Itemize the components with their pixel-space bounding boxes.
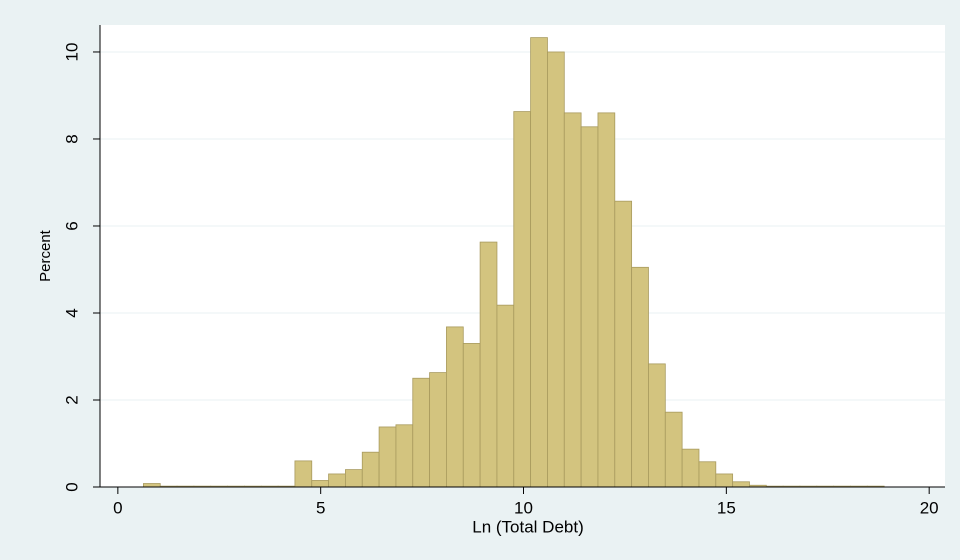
bar bbox=[547, 51, 565, 488]
y-tick-label: 0 bbox=[62, 482, 81, 491]
bar bbox=[429, 372, 447, 488]
bar bbox=[597, 112, 616, 488]
bar bbox=[143, 483, 161, 488]
bar bbox=[361, 451, 380, 488]
bar bbox=[732, 481, 750, 488]
x-tick-label: 5 bbox=[316, 498, 325, 517]
bar bbox=[681, 448, 700, 488]
bar bbox=[462, 343, 481, 488]
y-tick-label: 10 bbox=[62, 43, 81, 62]
bar bbox=[345, 469, 363, 488]
y-tick-label: 4 bbox=[62, 308, 81, 317]
bar bbox=[311, 480, 329, 488]
x-axis-label: Ln (Total Debt) bbox=[472, 517, 584, 536]
bar bbox=[648, 363, 666, 488]
bar bbox=[530, 37, 548, 488]
bar bbox=[631, 266, 649, 488]
x-tick-label: 15 bbox=[717, 498, 736, 517]
bar bbox=[513, 111, 532, 488]
bar bbox=[412, 377, 431, 488]
x-tick-label: 0 bbox=[113, 498, 122, 517]
bar bbox=[446, 326, 464, 488]
x-tick-label: 10 bbox=[514, 498, 533, 517]
y-axis-label: Percent bbox=[37, 229, 54, 282]
y-tick-label: 8 bbox=[62, 134, 81, 143]
bar bbox=[614, 200, 633, 488]
y-tick-label: 2 bbox=[62, 395, 81, 404]
bar bbox=[378, 426, 397, 488]
bar bbox=[563, 112, 582, 488]
x-tick-label: 20 bbox=[920, 498, 939, 517]
bar bbox=[715, 473, 734, 488]
bar bbox=[294, 460, 313, 488]
bar bbox=[664, 411, 683, 488]
bar bbox=[328, 473, 346, 488]
bar bbox=[479, 241, 498, 488]
y-tick-label: 6 bbox=[62, 221, 81, 230]
bar bbox=[580, 126, 599, 488]
bar bbox=[698, 461, 717, 488]
bar bbox=[496, 304, 515, 488]
bar bbox=[395, 424, 414, 488]
